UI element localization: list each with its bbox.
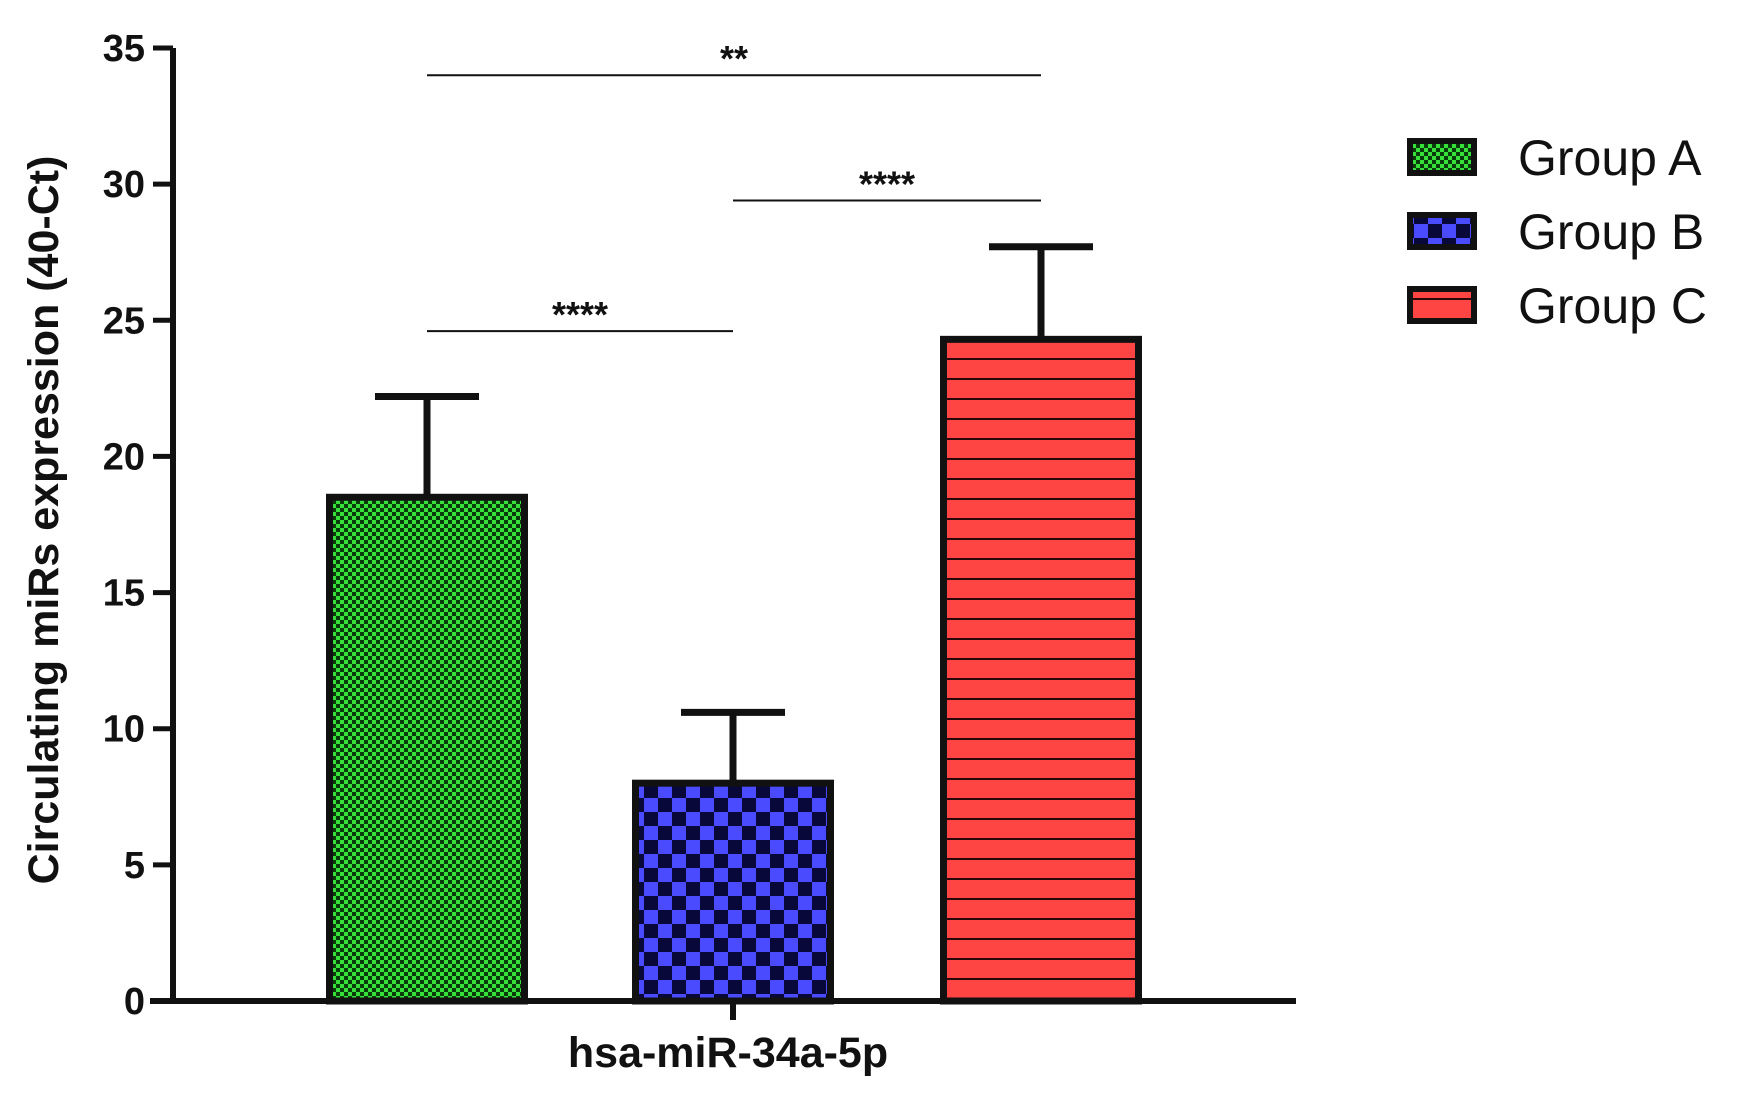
- bar-group-a: [326, 493, 528, 1005]
- y-tick-label: 35: [103, 28, 145, 70]
- significance-label: **: [720, 38, 748, 79]
- legend-swatch: [1407, 138, 1477, 176]
- error-bars: [375, 243, 1093, 784]
- legend-swatch: [1407, 212, 1477, 250]
- legend-label: Group A: [1518, 130, 1702, 186]
- y-axis-ticks: 0 5 10 15 20 25 30 35: [103, 28, 173, 1023]
- y-axis-title: Circulating miRs expression (40-Ct): [20, 156, 68, 885]
- y-tick-label: 10: [103, 709, 145, 751]
- y-tick-label: 30: [103, 164, 145, 206]
- y-tick-label: 15: [103, 573, 145, 615]
- significance-label: ****: [859, 163, 915, 204]
- y-tick-label: 0: [124, 981, 145, 1023]
- y-tick-label: 5: [124, 845, 145, 887]
- bar-group-b: [632, 779, 834, 1005]
- y-tick-label: 20: [103, 436, 145, 478]
- legend-swatch: [1407, 286, 1477, 324]
- y-tick-label: 25: [103, 300, 145, 342]
- bars: [326, 335, 1142, 1005]
- significance-label: ****: [552, 294, 608, 335]
- significance-brackets: **********: [427, 38, 1041, 335]
- bar-group-c: [940, 335, 1142, 1005]
- x-axis-label: hsa-miR-34a-5p: [568, 1029, 888, 1077]
- legend: Group A Group B Group C: [1407, 130, 1707, 334]
- legend-label: Group B: [1518, 204, 1704, 260]
- legend-label: Group C: [1518, 278, 1707, 334]
